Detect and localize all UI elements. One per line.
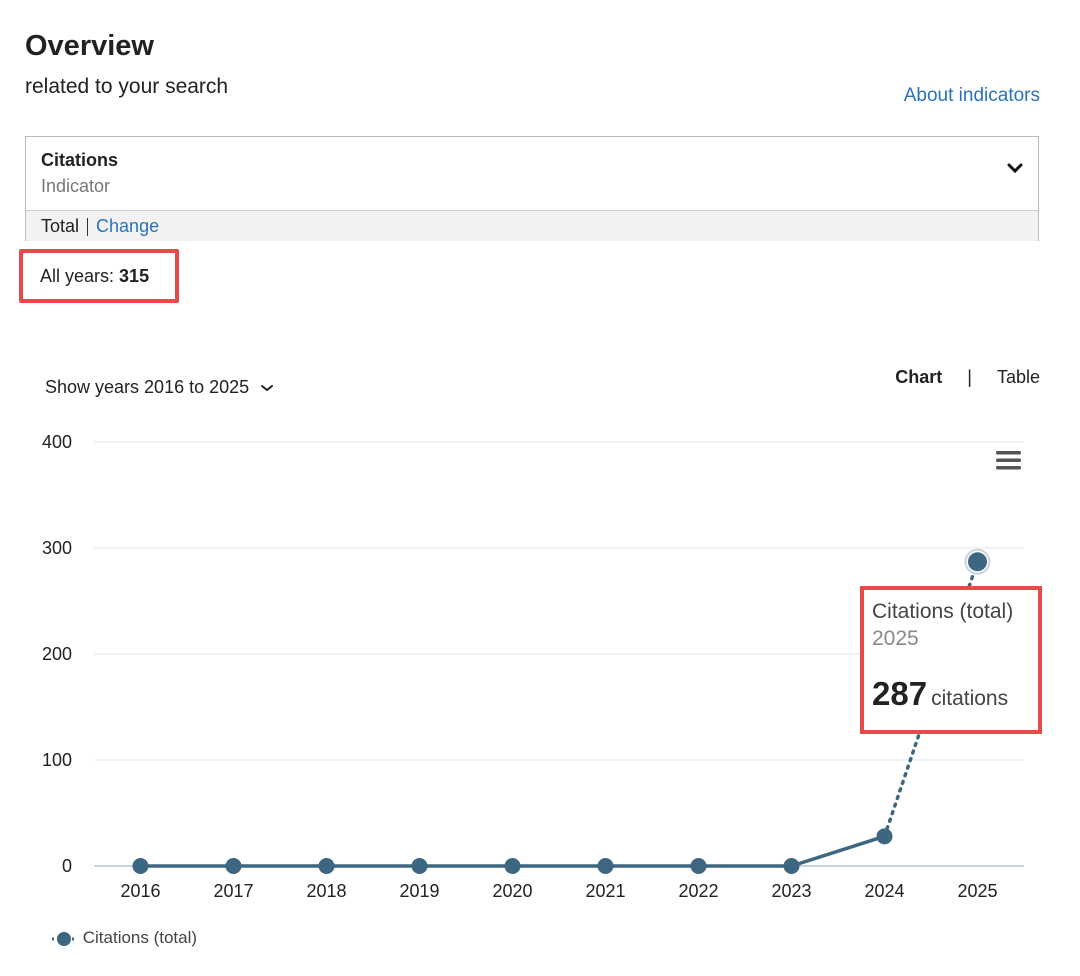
- y-tick-label: 300: [42, 538, 72, 558]
- x-tick-label: 2021: [585, 881, 625, 901]
- chart-menu-icon[interactable]: [992, 445, 1025, 475]
- indicator-name: Citations: [41, 150, 119, 170]
- data-point[interactable]: [225, 858, 242, 874]
- y-tick-label: 200: [42, 644, 72, 664]
- legend-label: Citations (total): [82, 928, 198, 947]
- data-point[interactable]: [318, 858, 335, 874]
- tooltip-year: 2025: [872, 627, 919, 650]
- x-tick-label: 2018: [306, 881, 346, 901]
- x-tick-label: 2025: [957, 881, 997, 901]
- data-point[interactable]: [132, 858, 149, 874]
- all-years-total: All years: 315: [19, 249, 179, 303]
- chevron-down-icon: [1006, 161, 1024, 179]
- x-tick-label: 2019: [399, 881, 439, 901]
- all-years-label: All years:: [40, 266, 115, 286]
- tooltip-value-line: 287 citations: [872, 675, 1038, 713]
- chart-tooltip: Citations (total) 2025 287 citations: [860, 586, 1042, 734]
- indicator-mode-bar: Total Change: [26, 211, 1038, 241]
- divider: [87, 218, 89, 237]
- page-subtitle: related to your search: [25, 75, 229, 98]
- x-tick-label: 2020: [492, 881, 532, 901]
- view-toggle: Chart | Table: [895, 367, 1040, 388]
- all-years-value: 315: [119, 266, 150, 286]
- tab-table[interactable]: Table: [996, 367, 1040, 387]
- data-point[interactable]: [783, 858, 800, 874]
- indicator-mode: Total: [41, 216, 80, 236]
- indicator-selector: Citations Indicator Total Change: [25, 136, 1039, 241]
- x-tick-label: 2023: [771, 881, 811, 901]
- legend-marker-icon: [50, 928, 83, 947]
- page-title: Overview: [25, 30, 154, 62]
- about-indicators-link[interactable]: About indicators: [903, 85, 1040, 106]
- x-tick-label: 2022: [678, 881, 718, 901]
- data-point[interactable]: [411, 858, 428, 874]
- x-tick-label: 2024: [864, 881, 904, 901]
- data-point[interactable]: [876, 828, 893, 845]
- chart-legend-item[interactable]: Citations (total): [50, 928, 197, 949]
- y-tick-label: 0: [62, 856, 72, 876]
- chevron-down-icon: [254, 377, 274, 397]
- x-tick-label: 2017: [213, 881, 253, 901]
- tooltip-series: Citations (total): [872, 600, 1014, 623]
- series-line-segment: [790, 834, 886, 868]
- citations-line-chart: 0 100 200 300 400 2016 2017 2018 2019 2020 2021 20…: [42, 432, 1025, 901]
- years-range-dropdown[interactable]: Show years 2016 to 2025: [45, 377, 274, 398]
- tab-separator: |: [967, 367, 972, 387]
- data-point[interactable]: [968, 552, 987, 572]
- tooltip-value: 287: [872, 675, 928, 712]
- y-tick-label: 400: [42, 432, 72, 452]
- data-point[interactable]: [597, 858, 614, 874]
- tab-chart[interactable]: Chart: [895, 367, 943, 387]
- change-indicator-link[interactable]: Change: [96, 216, 160, 236]
- data-point[interactable]: [690, 858, 707, 874]
- y-tick-label: 100: [42, 750, 72, 770]
- years-range-label: Show years 2016 to 2025: [45, 377, 250, 397]
- indicator-sublabel: Indicator: [41, 176, 111, 196]
- tooltip-unit: citations: [931, 687, 1009, 710]
- x-tick-label: 2016: [120, 881, 160, 901]
- indicator-dropdown[interactable]: Citations Indicator: [26, 137, 1038, 211]
- data-point[interactable]: [504, 858, 521, 874]
